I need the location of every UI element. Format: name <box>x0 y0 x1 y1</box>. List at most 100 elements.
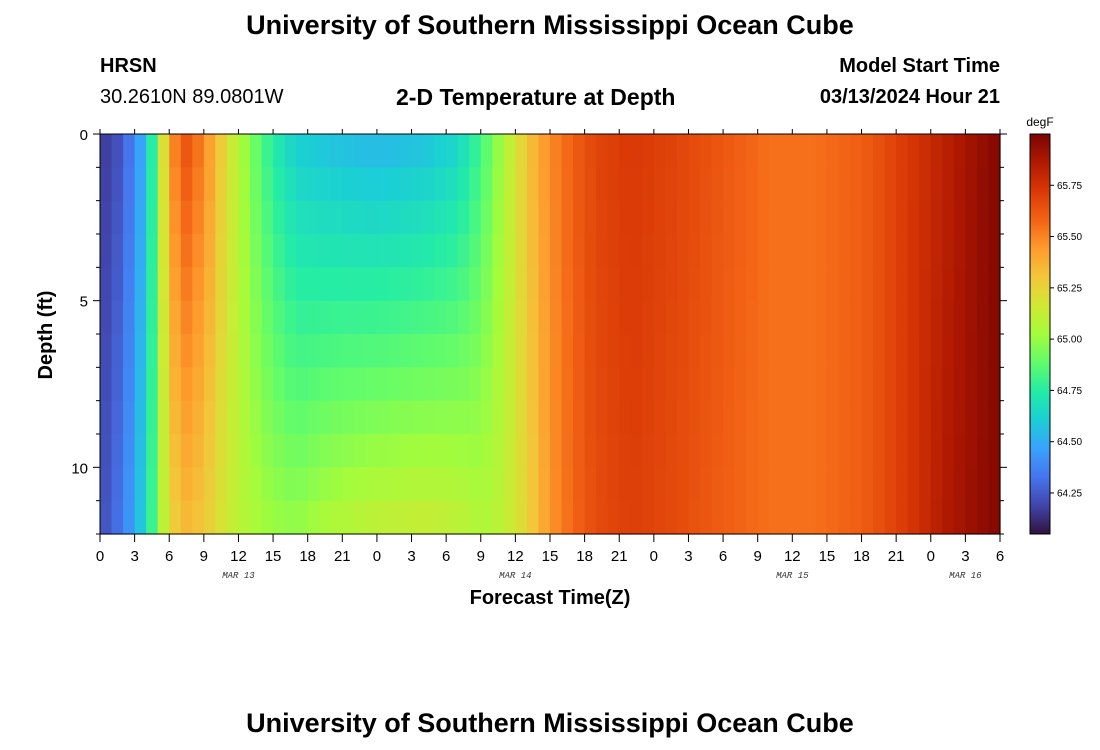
heatmap-cell <box>826 367 840 402</box>
heatmap-cell <box>653 500 666 535</box>
heatmap-cell <box>226 500 240 535</box>
heatmap-cell <box>411 134 424 168</box>
heatmap-cell <box>400 200 413 235</box>
heatmap-cell <box>723 400 736 435</box>
heatmap-cell <box>757 434 770 468</box>
heatmap-cell <box>642 234 655 268</box>
heatmap-cell <box>457 300 470 335</box>
heatmap-cell <box>203 434 216 468</box>
heatmap-cell <box>930 434 943 468</box>
heatmap-cell <box>965 134 978 168</box>
heatmap-cell <box>261 234 274 268</box>
heatmap-cell <box>596 400 609 435</box>
heatmap-cell <box>400 300 413 335</box>
heatmap-cell <box>226 200 240 235</box>
heatmap-cell <box>826 167 840 202</box>
heatmap-cell <box>123 267 136 302</box>
heatmap-cell <box>342 400 355 435</box>
heatmap-cell <box>342 367 355 402</box>
heatmap-cell <box>503 267 516 302</box>
heatmap-cell <box>630 500 643 535</box>
heatmap-cell <box>688 200 701 235</box>
heatmap-cell <box>353 267 366 302</box>
heatmap-cell <box>815 400 828 435</box>
heatmap-cell <box>134 167 147 202</box>
heatmap-cell <box>803 434 816 468</box>
heatmap-cell <box>976 300 990 335</box>
x-tick-label: 18 <box>853 548 870 565</box>
x-tick-label: 12 <box>230 548 247 565</box>
heatmap-cell <box>296 200 309 235</box>
heatmap-cell <box>330 400 343 435</box>
heatmap-cell <box>526 334 540 368</box>
heatmap-cell <box>965 400 978 435</box>
heatmap-cell <box>861 367 874 402</box>
heatmap-cell <box>780 200 793 235</box>
heatmap-cell <box>723 200 736 235</box>
heatmap-cell <box>157 200 170 235</box>
heatmap-cell <box>630 267 643 302</box>
heatmap-cell <box>769 500 782 535</box>
heatmap-cell <box>307 334 320 368</box>
heatmap-cell <box>919 134 932 168</box>
heatmap-cell <box>146 434 159 468</box>
heatmap-cell <box>792 367 805 402</box>
heatmap-cell <box>930 200 943 235</box>
heatmap-cell <box>400 467 413 502</box>
heatmap-cell <box>665 434 678 468</box>
heatmap-cell <box>400 367 413 402</box>
heatmap-cell <box>284 334 297 368</box>
heatmap-cell <box>769 400 782 435</box>
heatmap-cell <box>988 500 1001 535</box>
heatmap-cell <box>261 434 274 468</box>
heatmap-cell <box>953 134 966 168</box>
heatmap-cell <box>411 167 424 202</box>
x-tick-label: 18 <box>576 548 593 565</box>
heatmap-cell <box>492 267 505 302</box>
heatmap-cell <box>561 167 574 202</box>
heatmap-cell <box>388 500 401 535</box>
heatmap-cell <box>215 234 228 268</box>
heatmap-cell <box>596 334 609 368</box>
heatmap-cell <box>988 367 1001 402</box>
heatmap-cell <box>988 234 1001 268</box>
x-tick-label: 12 <box>784 548 801 565</box>
heatmap-cell <box>930 234 943 268</box>
heatmap-cell <box>388 367 401 402</box>
heatmap-cell <box>376 367 390 402</box>
heatmap-cell <box>100 334 113 368</box>
heatmap-cell <box>607 134 620 168</box>
heatmap-cell <box>111 267 124 302</box>
heatmap-cell <box>642 500 655 535</box>
heatmap-cell <box>550 434 563 468</box>
heatmap-cell <box>688 367 701 402</box>
heatmap-cell <box>792 267 805 302</box>
heatmap-cell <box>803 467 816 502</box>
heatmap-cell <box>353 334 366 368</box>
colorbar-tick-label: 65.00 <box>1057 335 1082 346</box>
heatmap-cell <box>976 334 990 368</box>
heatmap-cell <box>873 434 886 468</box>
heatmap-cell <box>734 134 747 168</box>
heatmap-cell <box>250 234 263 268</box>
heatmap-cell <box>365 500 378 535</box>
heatmap-cell <box>861 467 874 502</box>
heatmap-cell <box>515 400 528 435</box>
heatmap-cell <box>896 267 909 302</box>
heatmap-cell <box>896 367 909 402</box>
heatmap-cell <box>157 400 170 435</box>
heatmap-cell <box>584 334 597 368</box>
heatmap-cell <box>780 134 793 168</box>
heatmap-cell <box>723 367 736 402</box>
heatmap-cell <box>261 400 274 435</box>
heatmap-cell <box>423 167 436 202</box>
heatmap-cell <box>169 134 182 168</box>
heatmap-cell <box>134 234 147 268</box>
x-axis: 0 3 6 9 12 15 18 21 0 3 6 9 12 15 18 21 0 3 6 9 12 15 18 21 0 3 6 M… <box>96 129 1004 581</box>
heatmap-cell <box>411 467 424 502</box>
colorbar-tick-label: 65.25 <box>1057 283 1082 294</box>
heatmap-cell <box>250 367 263 402</box>
heatmap-cell <box>400 334 413 368</box>
heatmap-cell <box>330 167 343 202</box>
heatmap-cell <box>930 367 943 402</box>
